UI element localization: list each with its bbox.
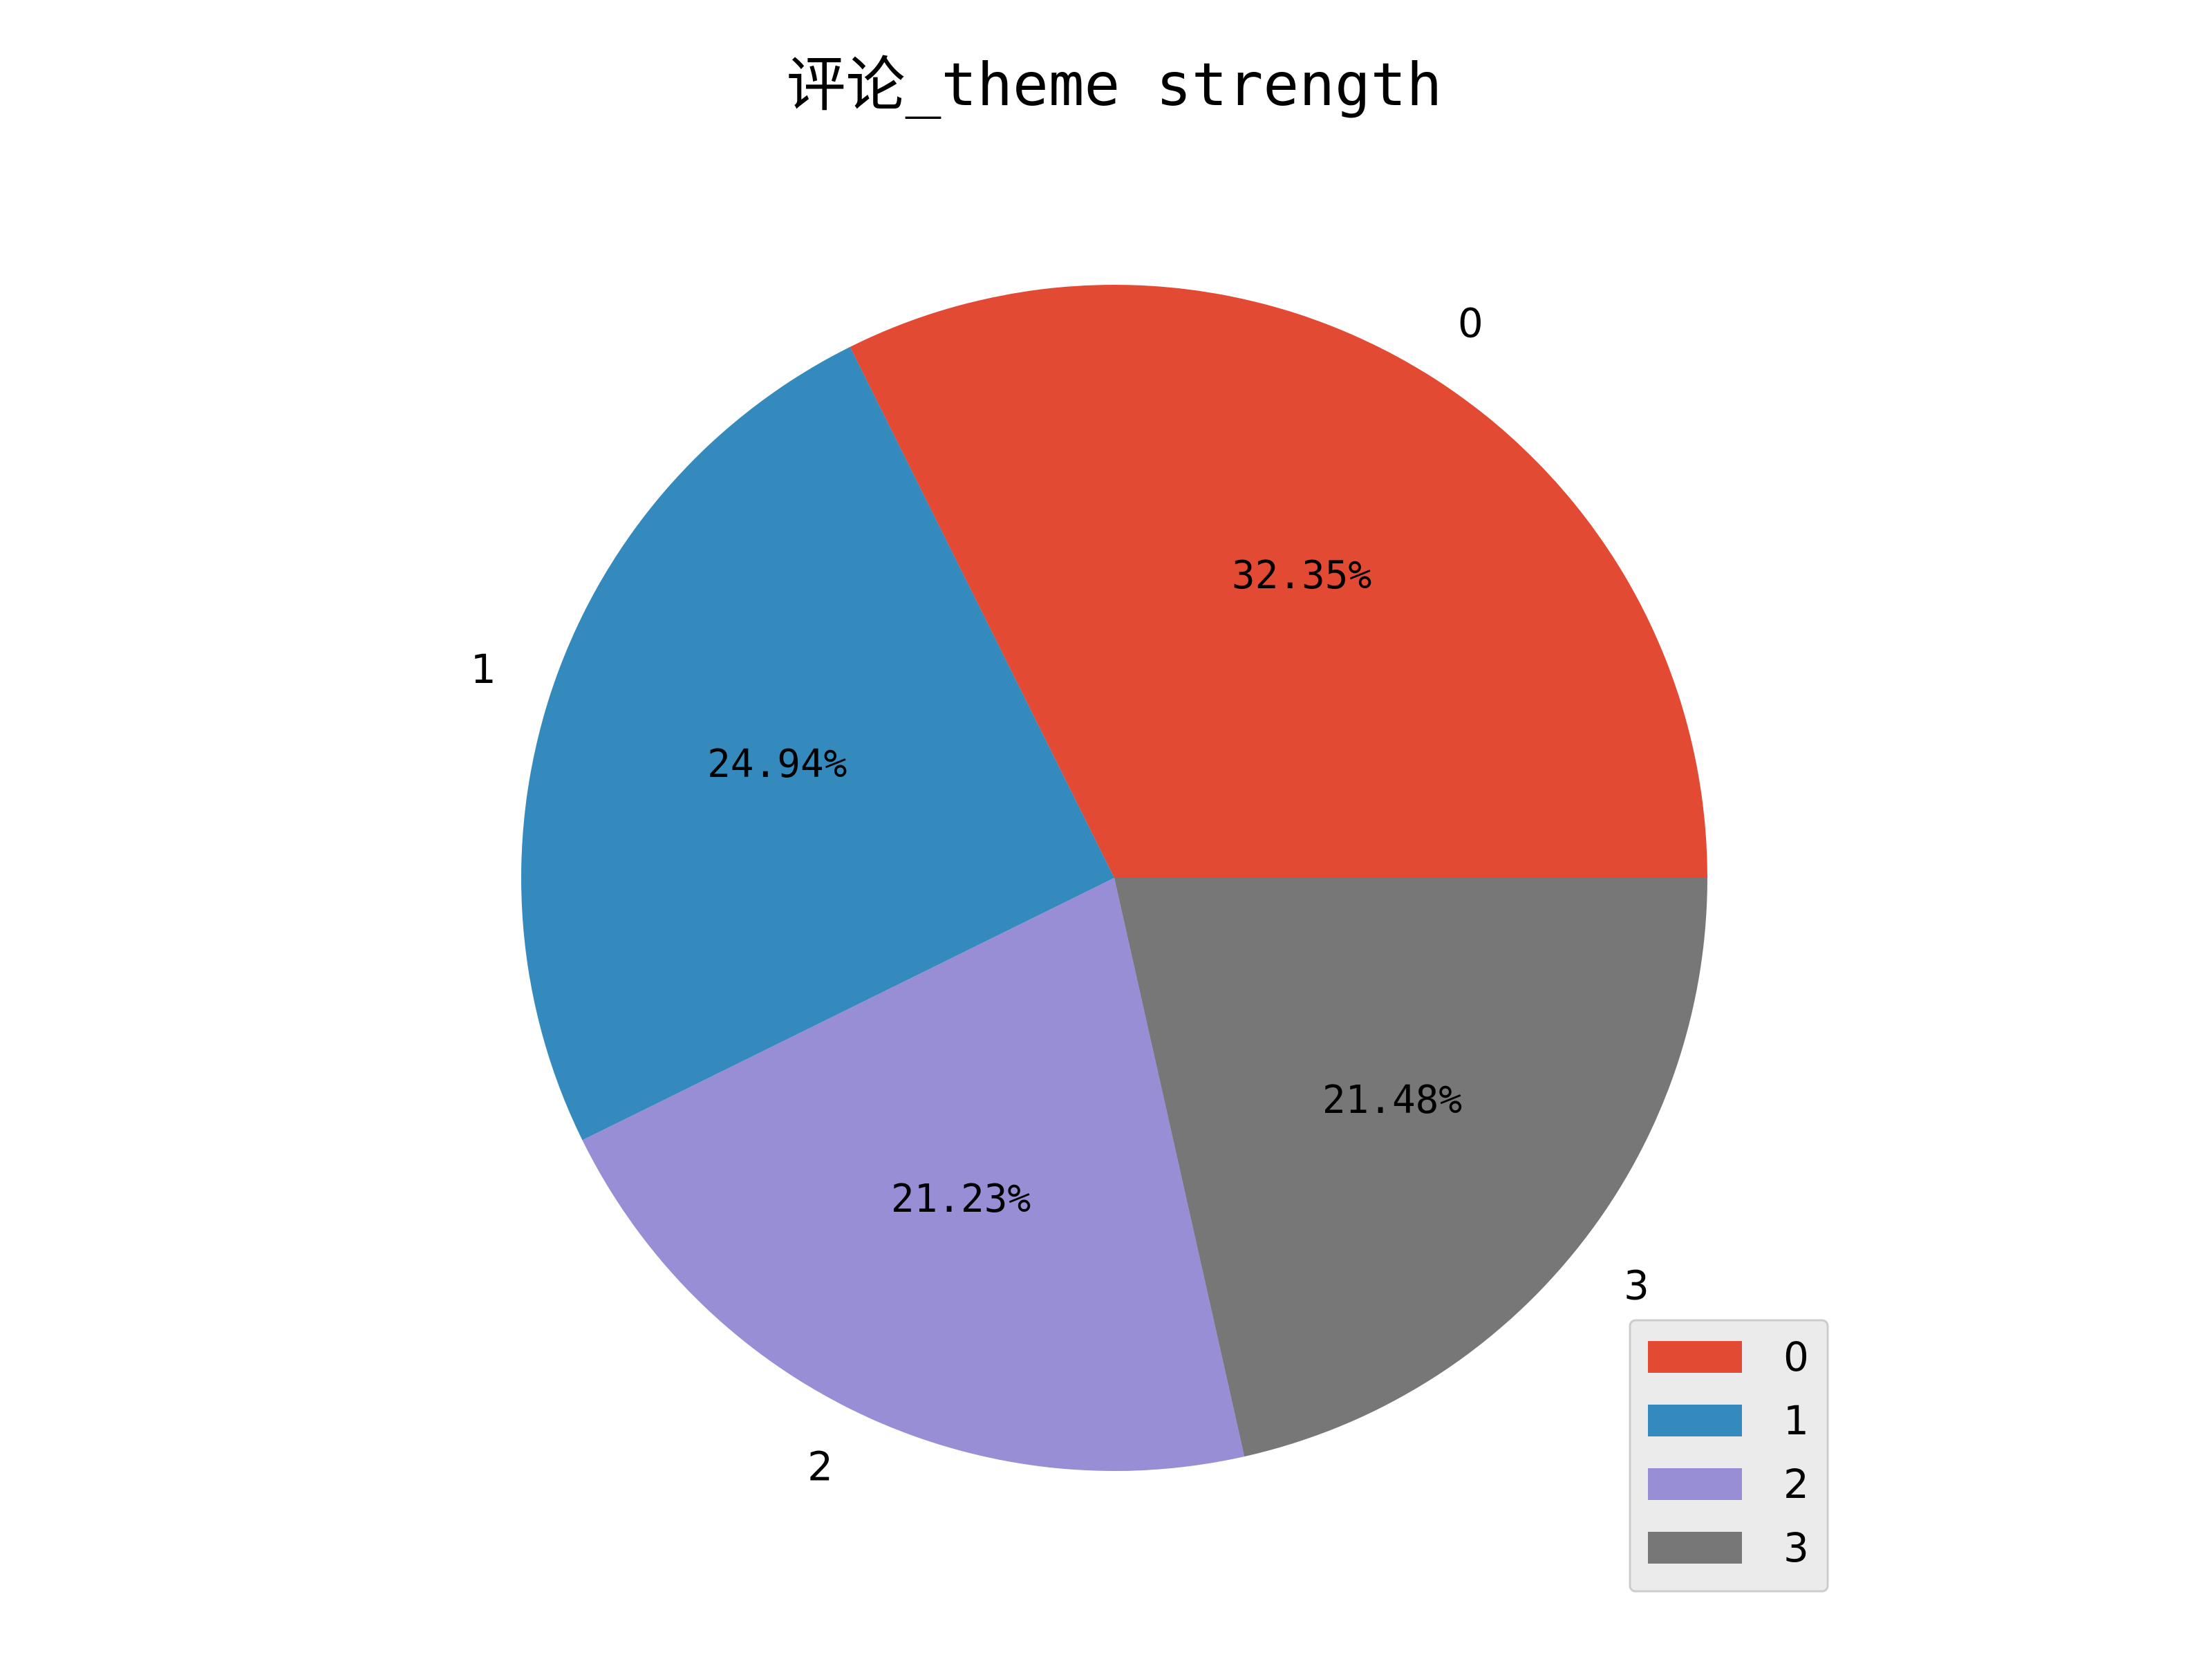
legend-label-3: 3	[1783, 1524, 1809, 1571]
legend: 0 1 2 3	[1629, 1319, 1829, 1593]
percentage-label-2: 21.23%	[891, 1177, 1031, 1221]
legend-label-1: 1	[1783, 1397, 1809, 1444]
legend-label-2: 2	[1783, 1461, 1809, 1508]
legend-swatch-3	[1648, 1532, 1742, 1564]
category-label-0: 0	[1458, 300, 1483, 347]
pie-slice-3	[1114, 878, 1707, 1457]
percentage-label-1: 24.94%	[707, 742, 847, 787]
legend-frame	[1629, 1319, 1829, 1593]
legend-swatch-0	[1648, 1341, 1742, 1373]
category-label-3: 3	[1624, 1262, 1649, 1309]
percentage-label-0: 32.35%	[1232, 553, 1371, 598]
pie-slice-1	[521, 346, 1114, 1141]
percentage-labels: 32.35% 24.94% 21.23% 21.48%	[707, 553, 1462, 1221]
legend-swatch-2	[1648, 1468, 1742, 1500]
pie-slices	[521, 285, 1707, 1471]
legend-label-0: 0	[1783, 1333, 1809, 1380]
percentage-label-3: 21.48%	[1322, 1078, 1462, 1123]
legend-items: 0 1 2 3	[1648, 1333, 1809, 1571]
category-label-2: 2	[807, 1443, 833, 1490]
category-label-1: 1	[471, 646, 496, 693]
legend-swatch-1	[1648, 1405, 1742, 1436]
pie-slice-0	[850, 285, 1707, 878]
chart-title: 评论_theme strength	[787, 50, 1443, 120]
category-labels: 0 1 2 3	[471, 300, 1649, 1490]
pie-slice-2	[582, 878, 1245, 1471]
